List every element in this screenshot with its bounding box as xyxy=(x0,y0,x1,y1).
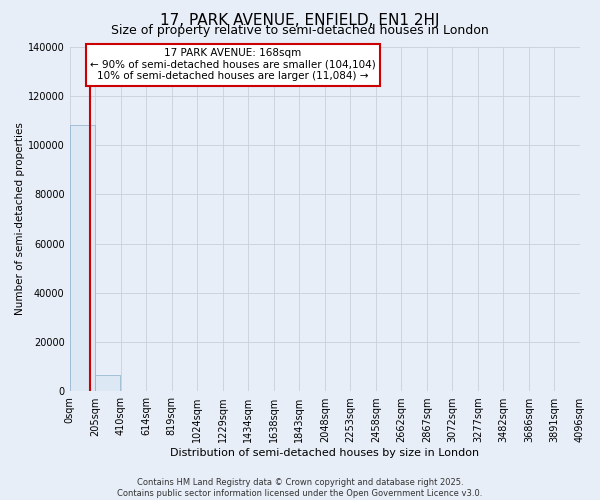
X-axis label: Distribution of semi-detached houses by size in London: Distribution of semi-detached houses by … xyxy=(170,448,479,458)
Bar xyxy=(95,376,121,392)
Text: 17 PARK AVENUE: 168sqm
← 90% of semi-detached houses are smaller (104,104)
10% o: 17 PARK AVENUE: 168sqm ← 90% of semi-det… xyxy=(90,48,376,82)
Text: 17, PARK AVENUE, ENFIELD, EN1 2HJ: 17, PARK AVENUE, ENFIELD, EN1 2HJ xyxy=(160,12,440,28)
Y-axis label: Number of semi-detached properties: Number of semi-detached properties xyxy=(15,122,25,316)
Bar xyxy=(121,390,146,392)
Text: Contains HM Land Registry data © Crown copyright and database right 2025.
Contai: Contains HM Land Registry data © Crown c… xyxy=(118,478,482,498)
Text: Size of property relative to semi-detached houses in London: Size of property relative to semi-detach… xyxy=(111,24,489,37)
Bar xyxy=(70,126,95,392)
